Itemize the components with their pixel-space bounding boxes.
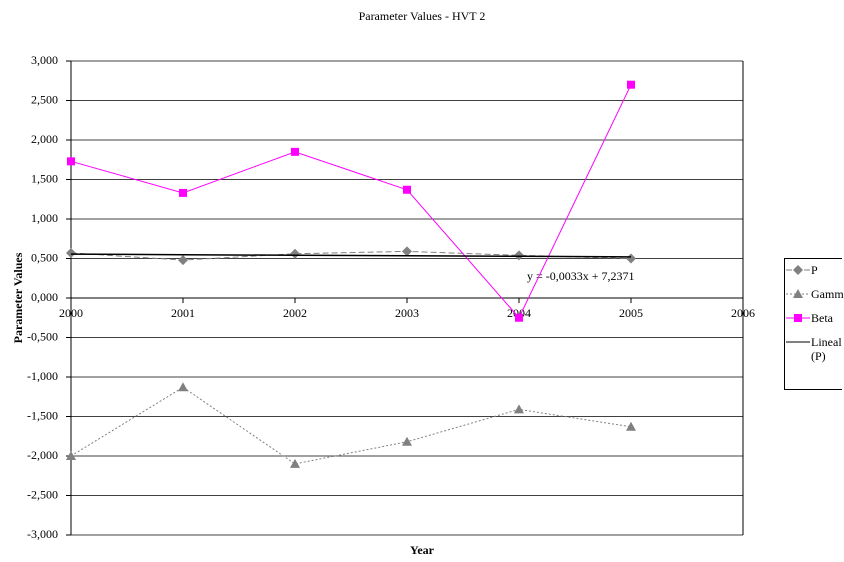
x-tick-label: 2000 bbox=[59, 306, 83, 320]
series-line bbox=[70, 253, 632, 258]
series-line bbox=[70, 84, 632, 319]
legend-swatch bbox=[786, 314, 810, 322]
y-tick-label: -1,000 bbox=[27, 369, 58, 383]
y-tick-label: -1,500 bbox=[27, 408, 58, 422]
marker bbox=[67, 157, 75, 166]
y-axis-label: Parameter Values bbox=[11, 252, 25, 343]
y-tick-label: -2,000 bbox=[27, 448, 58, 462]
marker bbox=[793, 265, 803, 275]
y-tick-label: 1,000 bbox=[31, 211, 58, 225]
y-tick-label: -0,500 bbox=[27, 329, 58, 343]
marker bbox=[627, 80, 635, 89]
marker bbox=[291, 147, 299, 156]
legend-swatch bbox=[786, 341, 810, 343]
legend-swatch bbox=[786, 265, 810, 275]
legend: P Gamma Beta Lineal (P) bbox=[784, 258, 844, 390]
legend-label: Gamma bbox=[811, 287, 844, 301]
marker bbox=[626, 253, 636, 264]
marker bbox=[66, 247, 76, 258]
x-tick-label: 2003 bbox=[395, 306, 419, 320]
marker bbox=[178, 255, 188, 266]
marker bbox=[402, 246, 412, 257]
x-axis-label: Year bbox=[410, 543, 435, 557]
legend-label: P bbox=[811, 263, 818, 277]
y-tick-label: 2,500 bbox=[31, 92, 58, 106]
marker bbox=[794, 314, 802, 322]
legend-entry: Beta bbox=[785, 311, 842, 325]
trendline-equation: y = -0,0033x + 7,2371 bbox=[527, 269, 635, 283]
marker bbox=[793, 289, 803, 298]
marker bbox=[66, 451, 76, 460]
y-tick-label: 1,500 bbox=[31, 171, 58, 185]
marker bbox=[515, 313, 523, 322]
marker bbox=[290, 248, 300, 259]
y-tick-label: -2,500 bbox=[27, 487, 58, 501]
x-tick-label: 2002 bbox=[283, 306, 307, 320]
y-tick-label: -3,000 bbox=[27, 527, 58, 541]
legend-entry: Gamma bbox=[785, 287, 844, 301]
x-tick-label: 2005 bbox=[619, 306, 643, 320]
legend-entry: Lineal (P) bbox=[785, 335, 842, 363]
chart-title: Parameter Values - HVT 2 bbox=[359, 9, 486, 23]
legend-label: Beta bbox=[811, 311, 833, 325]
x-tick-label: 2004 bbox=[507, 306, 531, 320]
y-tick-label: 0,500 bbox=[31, 250, 58, 264]
legend-entry: P bbox=[785, 263, 842, 277]
x-tick-label: 2001 bbox=[171, 306, 195, 320]
legend-label: Lineal (P) bbox=[811, 335, 842, 363]
legend-swatch bbox=[786, 289, 810, 298]
marker bbox=[290, 458, 300, 468]
marker bbox=[626, 421, 636, 431]
marker bbox=[514, 404, 524, 414]
marker bbox=[402, 436, 412, 446]
y-tick-label: 0,000 bbox=[31, 290, 58, 304]
marker bbox=[179, 188, 187, 197]
y-tick-label: 3,000 bbox=[31, 53, 58, 67]
marker bbox=[403, 185, 411, 194]
x-tick-label: 2006 bbox=[731, 306, 755, 320]
marker bbox=[178, 382, 188, 392]
marker bbox=[514, 250, 524, 261]
series-line bbox=[70, 250, 632, 261]
y-tick-label: 2,000 bbox=[31, 132, 58, 146]
series-line bbox=[70, 386, 632, 465]
